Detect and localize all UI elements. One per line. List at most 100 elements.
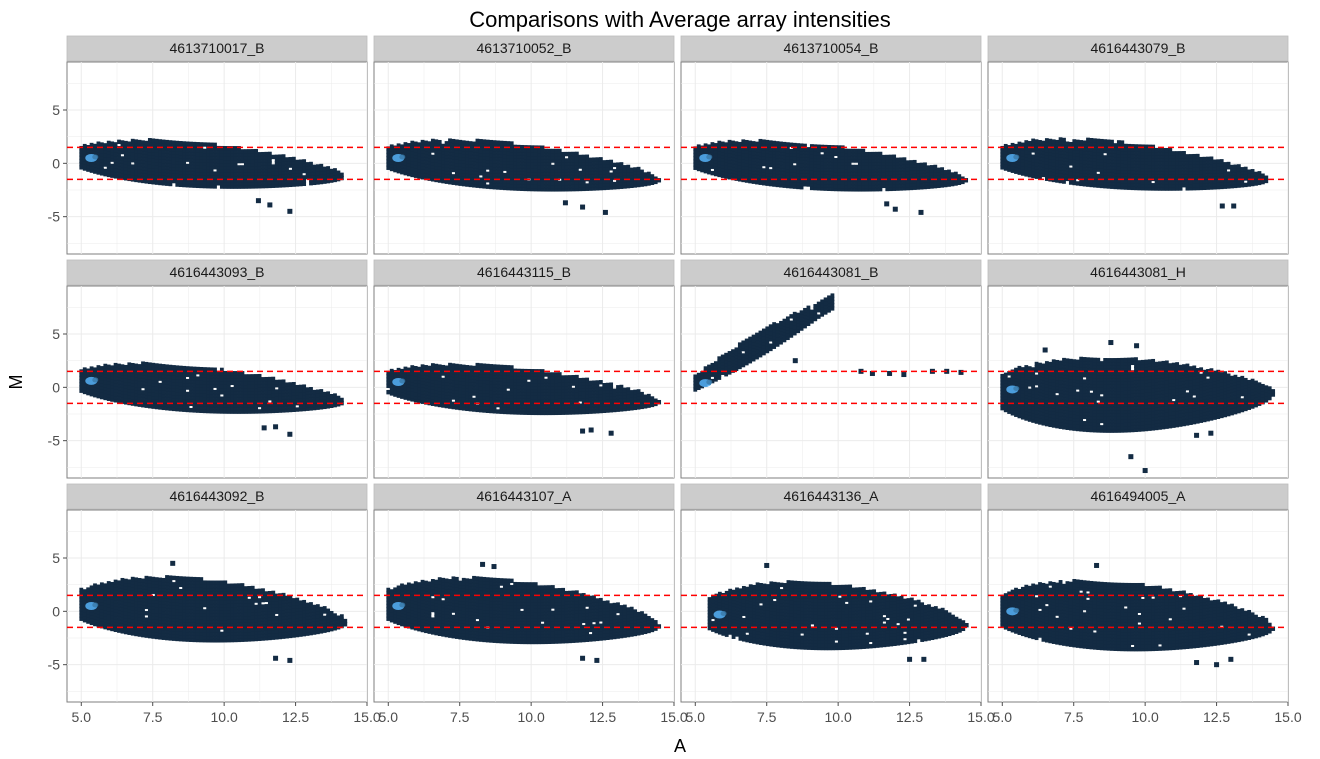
- outlier-bin: [580, 655, 586, 661]
- facet-label: 4616443107_A: [477, 488, 573, 504]
- x-tick-label: 12.5: [282, 709, 309, 725]
- outlier-bin: [287, 208, 293, 214]
- facet-label: 4616443081_B: [784, 264, 879, 280]
- x-tick-label: 12.5: [589, 709, 616, 725]
- y-tick-label: -5: [48, 433, 61, 449]
- facet-panel: 4616443136_A: [680, 483, 982, 703]
- outlier-bin: [918, 209, 924, 215]
- facet-strip: [680, 483, 982, 510]
- facet-label: 4616443115_B: [477, 264, 571, 280]
- facet-strip: [987, 259, 1289, 286]
- x-tick-label: 15.0: [353, 709, 380, 725]
- facet-label: 4616443093_B: [170, 264, 265, 280]
- y-axis-label: M: [6, 375, 26, 390]
- facet-strip: [680, 259, 982, 286]
- facet-panel: 4616443092_B: [66, 483, 368, 703]
- facet-strip: [66, 35, 368, 62]
- y-tick-label: 5: [52, 326, 60, 342]
- outlier-bin: [608, 430, 614, 436]
- outlier-bin: [588, 427, 594, 433]
- outlier-bin: [287, 657, 293, 663]
- grid-lines: [681, 286, 981, 478]
- hexbin-cloud: [386, 575, 662, 645]
- outlier-bin: [869, 370, 875, 376]
- outlier-bin: [267, 202, 273, 208]
- x-tick-label: 5.0: [993, 709, 1013, 725]
- x-tick-label: 7.5: [1064, 709, 1084, 725]
- outlier-bin: [170, 560, 176, 566]
- facet-panel: 4616443081_B: [680, 259, 982, 479]
- outlier-bin: [907, 656, 913, 662]
- hexbin-cloud: [707, 580, 969, 651]
- outlier-bin: [1194, 660, 1200, 666]
- chart-title: Comparisons with Average array intensiti…: [469, 7, 890, 32]
- hexbin-cloud: [1000, 578, 1276, 652]
- hexbin-cloud: [79, 361, 344, 414]
- outlier-bin: [273, 655, 279, 661]
- facet-label: 4616494005_A: [1091, 488, 1187, 504]
- outlier-bin: [1128, 454, 1134, 460]
- outlier-bin: [1214, 662, 1220, 668]
- y-tick-label: 5: [52, 102, 60, 118]
- hexbin-cloud: [1000, 356, 1276, 433]
- outlier-bin: [887, 370, 893, 376]
- facet-panel: 4616443093_B: [66, 259, 368, 479]
- facet-strip: [987, 483, 1289, 510]
- x-tick-label: 15.0: [1274, 709, 1301, 725]
- facet-strip: [373, 259, 675, 286]
- outlier-bin: [287, 431, 293, 437]
- outlier-bin: [792, 358, 798, 364]
- y-tick-label: -5: [48, 657, 61, 673]
- outlier-bin: [901, 372, 907, 378]
- outlier-bin: [580, 204, 586, 210]
- outlier-bin: [958, 369, 964, 375]
- facet-panel: 4613710054_B: [680, 35, 982, 255]
- facet-label: 4613710017_B: [170, 40, 265, 56]
- outlier-bin: [255, 198, 261, 204]
- y-tick-label: 0: [52, 379, 60, 395]
- facet-panel: 4613710052_B: [373, 35, 675, 255]
- facet-panel: 4616494005_A: [987, 483, 1289, 703]
- outlier-bin: [261, 425, 267, 431]
- y-tick-label: -5: [48, 209, 61, 225]
- hexbin-cloud: [79, 138, 344, 189]
- hexbin-cloud: [79, 575, 348, 643]
- hexbin-cloud: [1000, 137, 1269, 191]
- outlier-bin: [480, 561, 486, 567]
- facet-panel: 4616443079_B: [987, 35, 1289, 255]
- facet-panel: 4616443081_H: [987, 259, 1289, 479]
- x-tick-label: 15.0: [660, 709, 687, 725]
- x-tick-label: 5.0: [686, 709, 706, 725]
- outlier-bin: [892, 206, 898, 212]
- x-tick-label: 10.0: [825, 709, 852, 725]
- facet-strip: [66, 483, 368, 510]
- outlier-bin: [1142, 468, 1148, 474]
- x-tick-label: 7.5: [143, 709, 163, 725]
- outlier-bin: [1042, 347, 1048, 353]
- x-tick-label: 5.0: [379, 709, 399, 725]
- outlier-bin: [602, 209, 608, 215]
- facet-strip: [66, 259, 368, 286]
- panel-background: [680, 285, 982, 479]
- facet-strip: [680, 35, 982, 62]
- facet-label: 4616443092_B: [170, 488, 265, 504]
- x-axis-label: A: [674, 736, 686, 756]
- y-tick-label: 0: [52, 603, 60, 619]
- x-tick-label: 10.0: [1132, 709, 1159, 725]
- x-tick-label: 7.5: [757, 709, 777, 725]
- facet-label: 4616443079_B: [1091, 40, 1186, 56]
- outlier-bin: [594, 657, 600, 663]
- facet-panel: 4613710017_B: [66, 35, 368, 255]
- outlier-bin: [1219, 203, 1225, 209]
- y-axis: -5 0 5 -5 0 5 -5 0 5: [48, 102, 67, 673]
- outlier-bin: [1194, 432, 1200, 438]
- facet-label: 4613710052_B: [477, 40, 572, 56]
- outlier-bin: [921, 656, 927, 662]
- x-tick-label: 10.0: [518, 709, 545, 725]
- facet-label: 4616443136_A: [784, 488, 880, 504]
- outlier-bin: [1231, 203, 1237, 209]
- outlier-bin: [562, 200, 568, 206]
- x-tick-label: 15.0: [967, 709, 994, 725]
- outlier-bin: [1094, 562, 1100, 568]
